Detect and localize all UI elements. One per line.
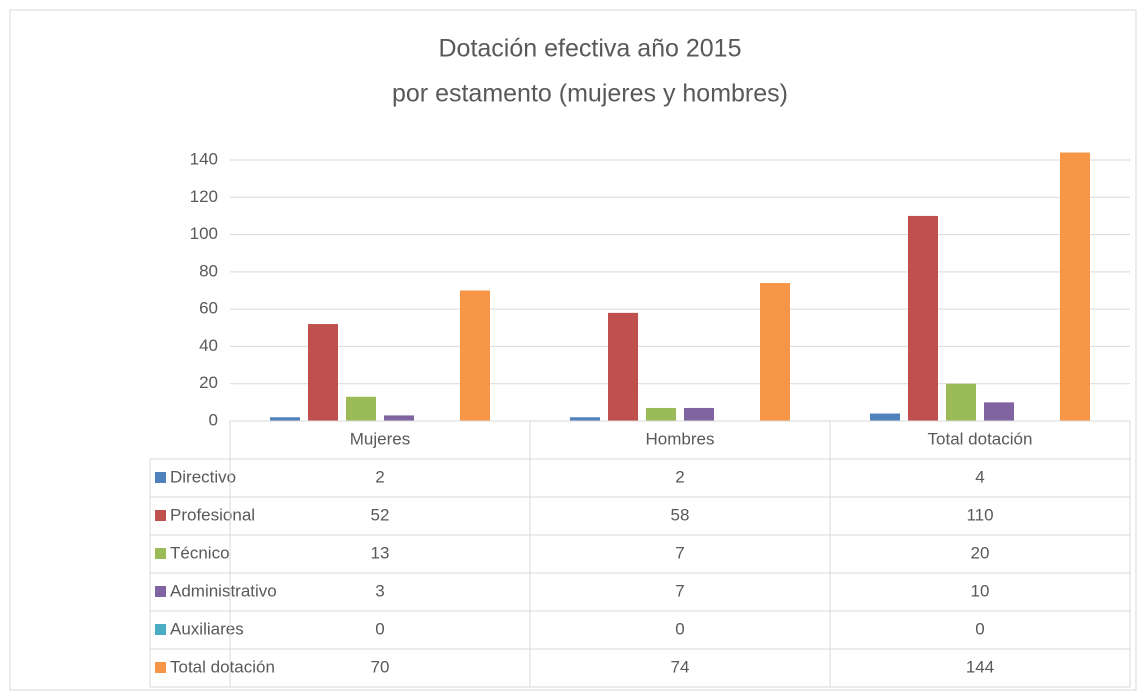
table-cell: 58 bbox=[671, 505, 690, 524]
table-cell: 0 bbox=[975, 619, 984, 638]
table-cell: 0 bbox=[675, 619, 684, 638]
bar bbox=[308, 324, 338, 421]
bar bbox=[760, 283, 790, 421]
bar bbox=[570, 417, 600, 421]
table-cell: 70 bbox=[371, 657, 390, 676]
bar bbox=[646, 407, 676, 421]
legend-key bbox=[155, 548, 166, 559]
bar bbox=[608, 312, 638, 421]
legend-label: Directivo bbox=[170, 467, 236, 486]
legend-key bbox=[155, 624, 166, 635]
y-tick-label: 80 bbox=[199, 261, 218, 280]
bar bbox=[1060, 152, 1090, 422]
legend-label: Auxiliares bbox=[170, 619, 244, 638]
bar bbox=[684, 407, 714, 421]
bar bbox=[870, 413, 900, 421]
y-tick-label: 20 bbox=[199, 373, 218, 392]
table-cell: 2 bbox=[375, 467, 384, 486]
legend-key bbox=[155, 510, 166, 521]
table-header: Mujeres bbox=[350, 429, 410, 448]
table-cell: 3 bbox=[375, 581, 384, 600]
bar bbox=[270, 417, 300, 421]
y-tick-label: 100 bbox=[190, 224, 218, 243]
table-header: Hombres bbox=[646, 429, 715, 448]
bar bbox=[946, 383, 976, 421]
table-cell: 74 bbox=[671, 657, 690, 676]
table-cell: 52 bbox=[371, 505, 390, 524]
legend-key bbox=[155, 472, 166, 483]
table-cell: 7 bbox=[675, 543, 684, 562]
table-cell: 20 bbox=[971, 543, 990, 562]
chart-subtitle: por estamento (mujeres y hombres) bbox=[392, 80, 788, 108]
table-cell: 10 bbox=[971, 581, 990, 600]
table-cell: 2 bbox=[675, 467, 684, 486]
bar bbox=[346, 396, 376, 421]
legend-key bbox=[155, 662, 166, 673]
legend-label: Administrativo bbox=[170, 581, 277, 600]
table-cell: 13 bbox=[371, 543, 390, 562]
bar bbox=[984, 402, 1014, 421]
table-cell: 110 bbox=[966, 505, 993, 524]
table-cell: 4 bbox=[975, 467, 984, 486]
legend-key bbox=[155, 586, 166, 597]
table-header: Total dotación bbox=[928, 429, 1033, 448]
table-cell: 7 bbox=[675, 581, 684, 600]
y-tick-label: 140 bbox=[190, 149, 218, 168]
chart-frame bbox=[9, 9, 1137, 691]
legend-label: Profesional bbox=[170, 505, 255, 524]
legend-label: Técnico bbox=[170, 543, 230, 562]
y-tick-label: 0 bbox=[209, 410, 218, 429]
table-cell: 144 bbox=[966, 657, 994, 676]
chart-title: Dotación efectiva año 2015 bbox=[439, 35, 742, 63]
bar bbox=[460, 290, 490, 421]
y-tick-label: 60 bbox=[199, 299, 218, 318]
y-tick-label: 120 bbox=[190, 187, 218, 206]
legend-label: Total dotación bbox=[170, 657, 275, 676]
table-cell: 0 bbox=[375, 619, 384, 638]
y-tick-label: 40 bbox=[199, 336, 218, 355]
bar bbox=[908, 215, 938, 421]
bar bbox=[384, 415, 414, 421]
